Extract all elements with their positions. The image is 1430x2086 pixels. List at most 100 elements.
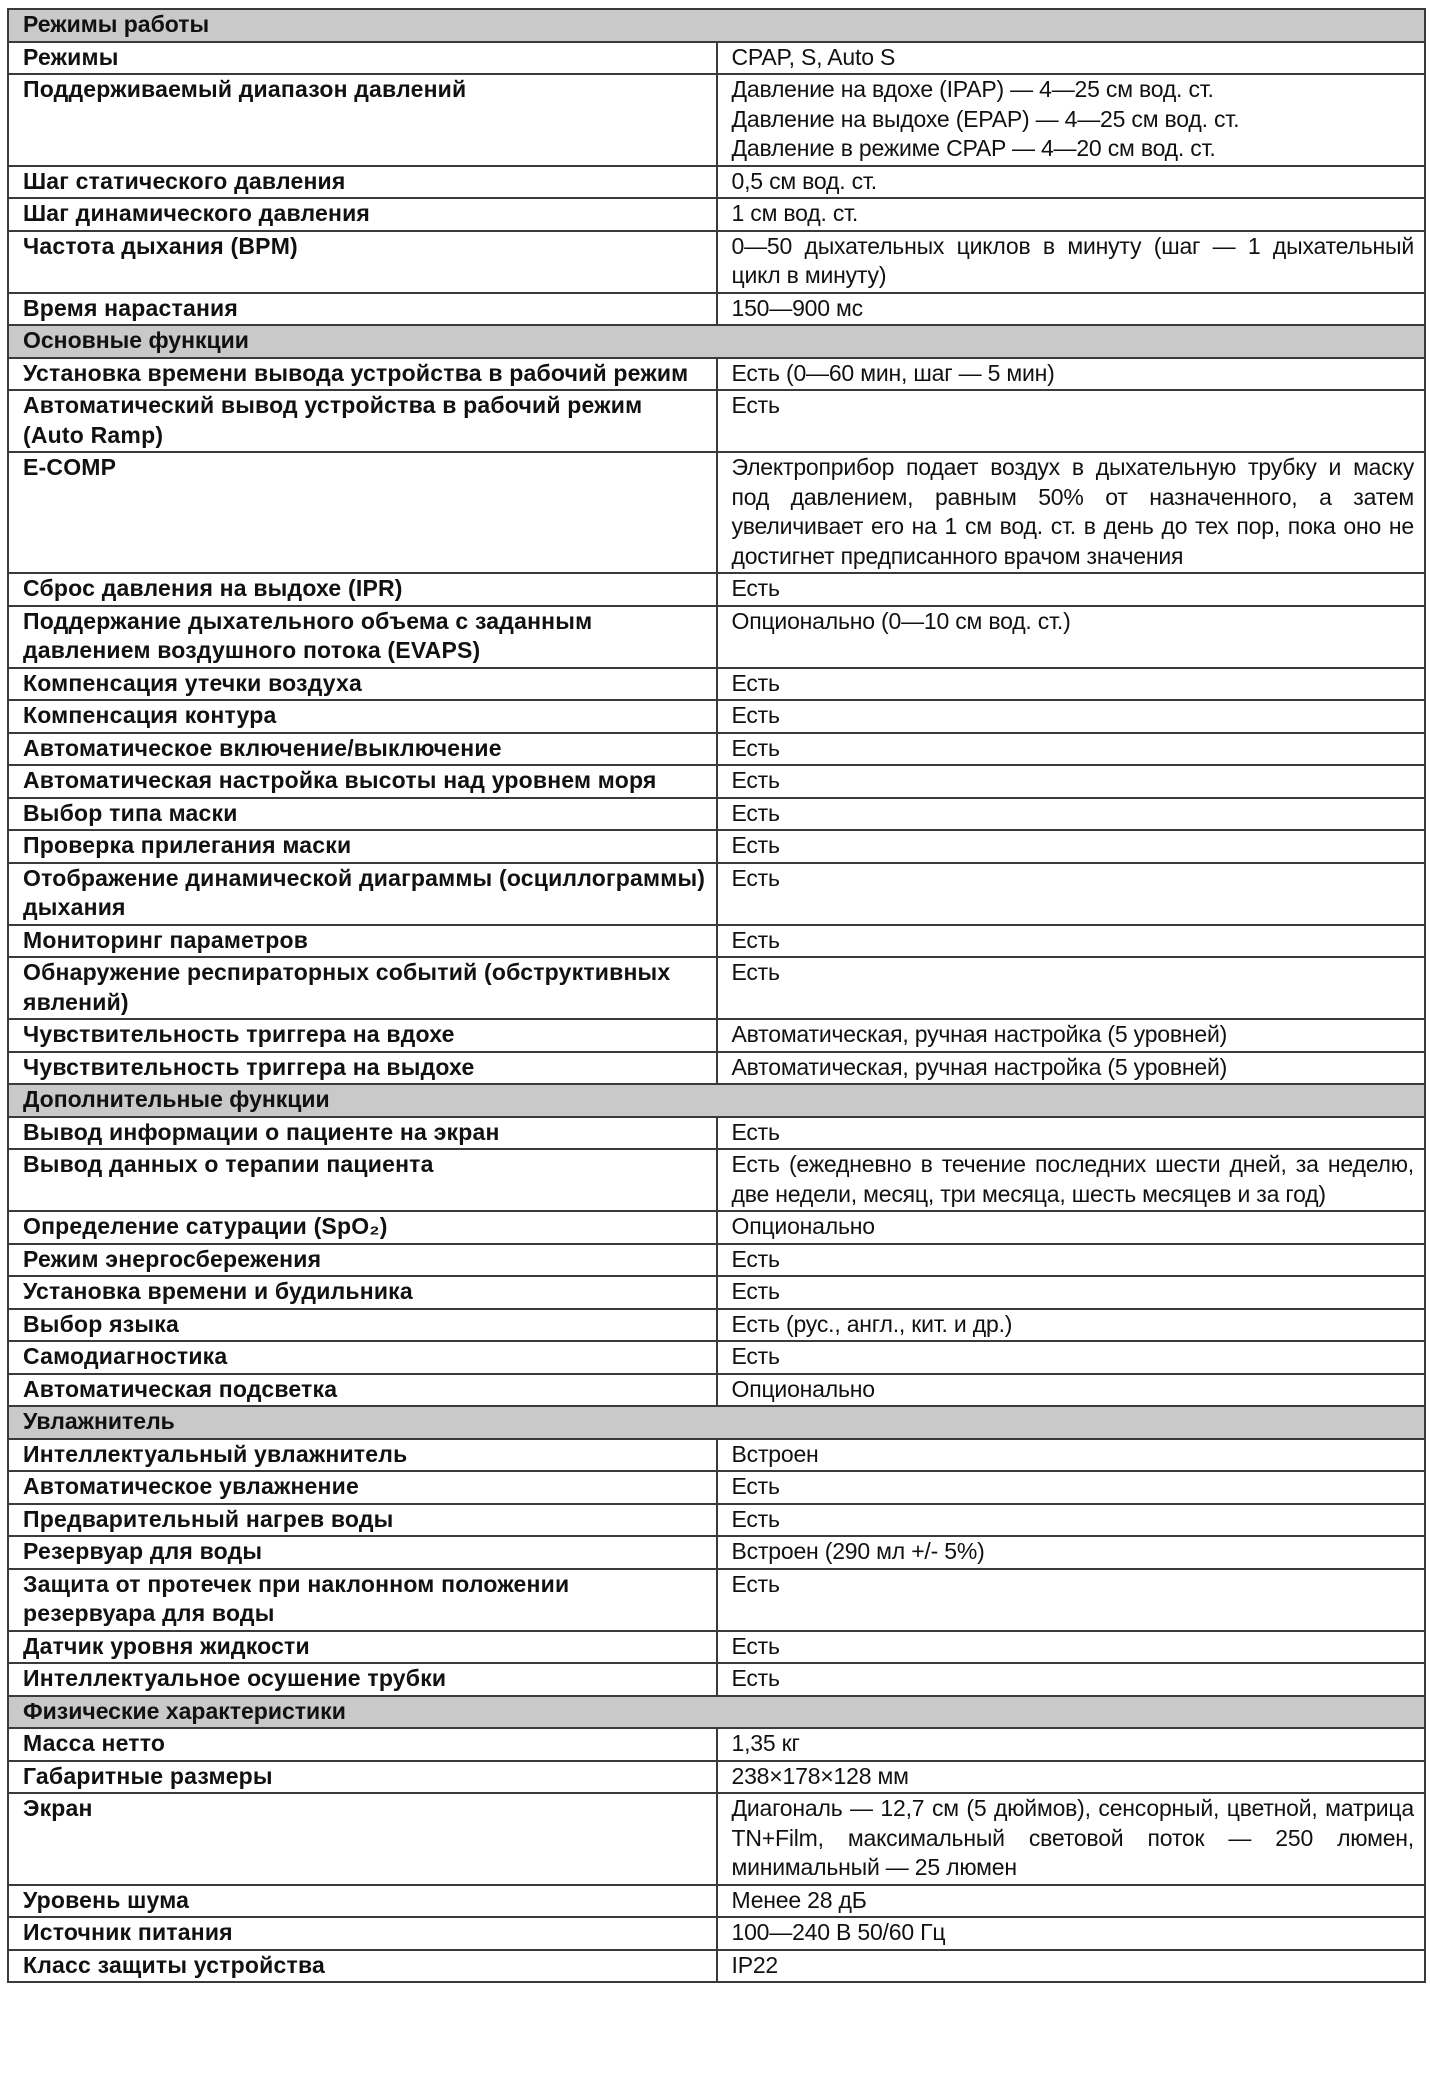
spec-row: Защита от протечек при наклонном положен…	[7, 1567, 1426, 1632]
spec-value: Есть	[715, 389, 1426, 453]
spec-row: Масса нетто 1,35 кг	[7, 1727, 1426, 1762]
spec-row: Датчик уровня жидкости Есть	[7, 1629, 1426, 1664]
spec-row: Автоматическая настройка высоты над уров…	[7, 764, 1426, 799]
spec-value: Есть	[715, 923, 1426, 958]
spec-label: Установка времени и будильника	[7, 1275, 718, 1310]
spec-row: Самодиагностика Есть	[7, 1340, 1426, 1375]
spec-row: Уровень шума Менее 28 дБ	[7, 1883, 1426, 1918]
spec-value: Давление на вдохе (IPAP) — 4—25 см вод. …	[715, 73, 1426, 167]
spec-value: Есть	[715, 666, 1426, 701]
spec-row: Сброс давления на выдохе (IPR) Есть	[7, 572, 1426, 607]
spec-row: Автоматическая подсветка Опционально	[7, 1372, 1426, 1407]
spec-value: Есть	[715, 1629, 1426, 1664]
spec-value: CPAP, S, Auto S	[715, 40, 1426, 75]
spec-label: Компенсация контура	[7, 699, 718, 734]
spec-row: Интеллектуальное осушение трубки Есть	[7, 1662, 1426, 1697]
spec-label: Автоматический вывод устройства в рабочи…	[7, 389, 718, 453]
spec-row: Шаг статического давления 0,5 см вод. ст.	[7, 164, 1426, 199]
spec-row: Источник питания 100—240 В 50/60 Гц	[7, 1916, 1426, 1951]
section-title: Дополнительные функции	[7, 1083, 1426, 1118]
spec-value: Есть (рус., англ., кит. и др.)	[715, 1307, 1426, 1342]
spec-label: Сброс давления на выдохе (IPR)	[7, 572, 718, 607]
section-title: Режимы работы	[7, 8, 1426, 43]
spec-label: Шаг статического давления	[7, 164, 718, 199]
spec-value: Автоматическая, ручная настройка (5 уров…	[715, 1050, 1426, 1085]
spec-value: Автоматическая, ручная настройка (5 уров…	[715, 1018, 1426, 1053]
spec-row: Вывод информации о пациенте на экран Есть	[7, 1115, 1426, 1150]
spec-label: Источник питания	[7, 1916, 718, 1951]
spec-value: Есть	[715, 1662, 1426, 1697]
spec-row: Время нарастания 150—900 мс	[7, 291, 1426, 326]
spec-row: Вывод данных о терапии пациента Есть (еже…	[7, 1148, 1426, 1212]
spec-label: Шаг динамического давления	[7, 197, 718, 232]
spec-value: Есть	[715, 1115, 1426, 1150]
spec-label: Обнаружение респираторных событий (обстр…	[7, 956, 718, 1020]
spec-value: 0—50 дыхательных циклов в минуту (шаг — …	[715, 229, 1426, 294]
spec-row: Отображение динамической диаграммы (осци…	[7, 861, 1426, 926]
spec-row: Поддержание дыхательного объема с заданн…	[7, 604, 1426, 669]
spec-label: Чувствительность триггера на вдохе	[7, 1018, 718, 1053]
spec-value: 150—900 мс	[715, 291, 1426, 326]
spec-label: Поддержание дыхательного объема с заданн…	[7, 604, 718, 669]
spec-row: Автоматическое включение/выключение Есть	[7, 731, 1426, 766]
spec-label: Режим энергосбережения	[7, 1242, 718, 1277]
spec-row: Габаритные размеры 238×178×128 мм	[7, 1759, 1426, 1794]
spec-value: 238×178×128 мм	[715, 1759, 1426, 1794]
spec-value: Есть	[715, 699, 1426, 734]
section-title: Физические характеристики	[7, 1694, 1426, 1729]
spec-label: Автоматическая настройка высоты над уров…	[7, 764, 718, 799]
spec-row: Мониторинг параметров Есть	[7, 923, 1426, 958]
spec-label: Интеллектуальное осушение трубки	[7, 1662, 718, 1697]
spec-value: Менее 28 дБ	[715, 1883, 1426, 1918]
spec-value: 1,35 кг	[715, 1727, 1426, 1762]
spec-value: Опционально (0—10 см вод. ст.)	[715, 604, 1426, 669]
spec-label: Автоматическая подсветка	[7, 1372, 718, 1407]
spec-label: Определение сатурации (SpO₂)	[7, 1210, 718, 1245]
spec-row: Выбор типа маски Есть	[7, 796, 1426, 831]
spec-label: Выбор языка	[7, 1307, 718, 1342]
spec-row: Выбор языка Есть (рус., англ., кит. и др.…	[7, 1307, 1426, 1342]
spec-value: Есть	[715, 956, 1426, 1020]
spec-value: 1 см вод. ст.	[715, 197, 1426, 232]
spec-value: Диагональ — 12,7 см (5 дюймов), сенсорны…	[715, 1792, 1426, 1886]
spec-label: Поддерживаемый диапазон давлений	[7, 73, 718, 167]
spec-table: Режимы работы Режимы CPAP, S, Auto S Поддер…	[7, 8, 1426, 1983]
spec-label: Мониторинг параметров	[7, 923, 718, 958]
spec-label: Установка времени вывода устройства в ра…	[7, 356, 718, 391]
spec-table-body: Режимы работы Режимы CPAP, S, Auto S Поддер…	[7, 8, 1426, 1983]
section-title: Основные функции	[7, 324, 1426, 359]
spec-row: Класс защиты устройства IP22	[7, 1948, 1426, 1983]
section-header-row: Физические характеристики	[7, 1694, 1426, 1729]
spec-row: E-COMP Электроприбор подает воздух в дыха…	[7, 451, 1426, 574]
spec-row: Режим энергосбережения Есть	[7, 1242, 1426, 1277]
section-title: Увлажнитель	[7, 1405, 1426, 1440]
spec-row: Предварительный нагрев воды Есть	[7, 1502, 1426, 1537]
spec-row: Компенсация контура Есть	[7, 699, 1426, 734]
spec-label: Чувствительность триггера на выдохе	[7, 1050, 718, 1085]
spec-value: Опционально	[715, 1372, 1426, 1407]
spec-value: Встроен (290 мл +/- 5%)	[715, 1535, 1426, 1570]
spec-value: Есть	[715, 1242, 1426, 1277]
spec-row: Проверка прилегания маски Есть	[7, 829, 1426, 864]
spec-row: Экран Диагональ — 12,7 см (5 дюймов), сен…	[7, 1792, 1426, 1886]
spec-label: Защита от протечек при наклонном положен…	[7, 1567, 718, 1632]
spec-value: Опционально	[715, 1210, 1426, 1245]
spec-value: Есть	[715, 1470, 1426, 1505]
spec-label: Время нарастания	[7, 291, 718, 326]
spec-row: Автоматическое увлажнение Есть	[7, 1470, 1426, 1505]
spec-value: Есть (ежедневно в течение последних шест…	[715, 1148, 1426, 1212]
section-header-row: Режимы работы	[7, 8, 1426, 43]
spec-row: Установка времени и будильника Есть	[7, 1275, 1426, 1310]
spec-label: Компенсация утечки воздуха	[7, 666, 718, 701]
spec-label: Самодиагностика	[7, 1340, 718, 1375]
spec-label: Масса нетто	[7, 1727, 718, 1762]
spec-row: Обнаружение респираторных событий (обстр…	[7, 956, 1426, 1020]
spec-value: Есть	[715, 1340, 1426, 1375]
spec-label: Экран	[7, 1792, 718, 1886]
section-header-row: Увлажнитель	[7, 1405, 1426, 1440]
spec-value: Есть	[715, 1567, 1426, 1632]
spec-label: Габаритные размеры	[7, 1759, 718, 1794]
spec-label: Автоматическое включение/выключение	[7, 731, 718, 766]
spec-label: Проверка прилегания маски	[7, 829, 718, 864]
spec-label: Автоматическое увлажнение	[7, 1470, 718, 1505]
